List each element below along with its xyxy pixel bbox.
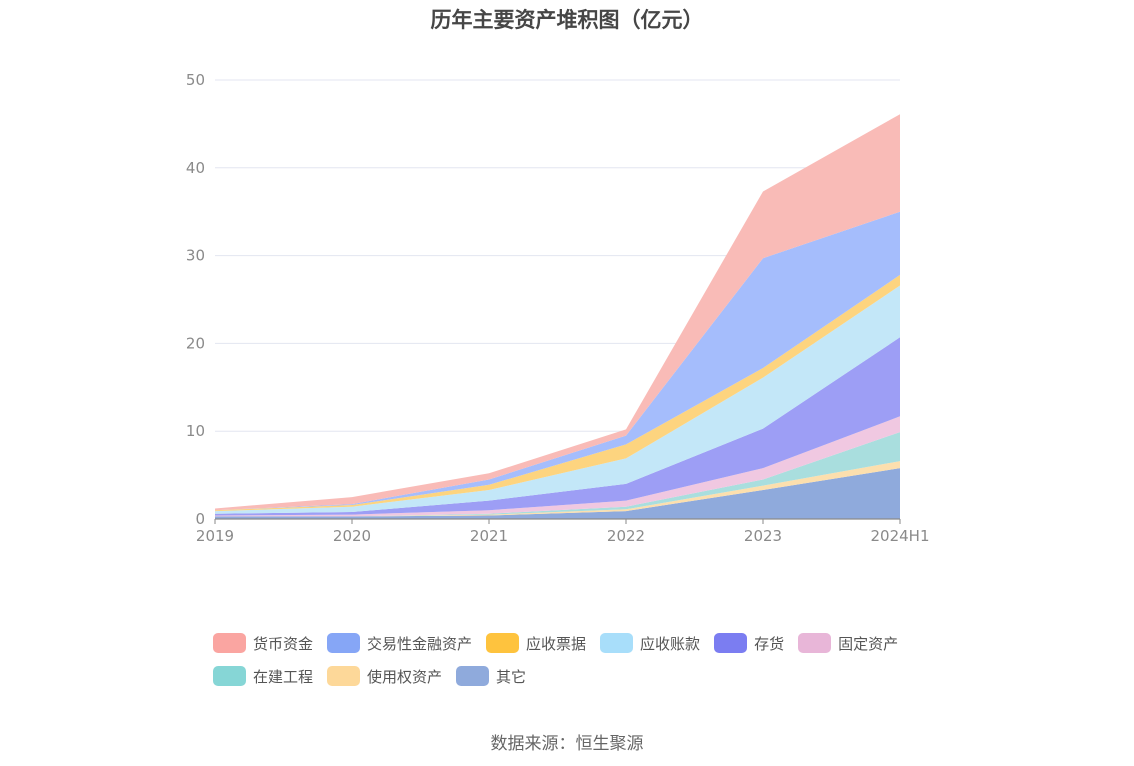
- legend-swatch: [327, 666, 361, 686]
- y-tick-label: 50: [186, 71, 205, 89]
- legend-item[interactable]: 使用权资产: [327, 666, 442, 687]
- legend-swatch: [600, 633, 634, 653]
- x-tick-label: 2024H1: [871, 527, 930, 545]
- x-tick-label: 2023: [744, 527, 782, 545]
- legend-item[interactable]: 货币资金: [213, 633, 313, 654]
- y-tick-label: 0: [195, 510, 205, 528]
- legend-label: 其它: [496, 667, 527, 686]
- legend-label: 在建工程: [253, 667, 314, 686]
- legend-label: 使用权资产: [367, 667, 443, 686]
- data-source: 数据来源：恒生聚源: [490, 734, 644, 754]
- x-tick-label: 2021: [470, 527, 508, 545]
- legend-row: 货币资金 交易性金融资产 应收票据 应收账款 存货 固定资产: [213, 632, 973, 654]
- legend-label: 货币资金: [253, 634, 314, 653]
- area-series: [215, 468, 900, 519]
- legend-label: 应收账款: [640, 634, 701, 653]
- x-tick-label: 2020: [333, 527, 371, 545]
- area-series: [215, 114, 900, 511]
- y-tick-label: 20: [186, 334, 205, 352]
- legend-item[interactable]: 固定资产: [798, 633, 898, 654]
- legend-label: 固定资产: [838, 634, 899, 653]
- legend-swatch: [213, 666, 246, 686]
- chart-title: 历年主要资产堆积图（亿元）: [430, 8, 704, 32]
- legend-item[interactable]: 其它: [456, 666, 526, 687]
- legend-item[interactable]: 交易性金融资产: [327, 633, 472, 654]
- legend-label: 应收票据: [526, 634, 587, 653]
- legend-swatch: [714, 633, 748, 653]
- legend-swatch: [327, 633, 361, 653]
- legend-item[interactable]: 应收账款: [600, 633, 700, 654]
- legend-item[interactable]: 存货: [714, 633, 784, 654]
- y-tick-label: 10: [186, 422, 205, 440]
- legend-label: 存货: [754, 634, 785, 653]
- area-series: [215, 211, 900, 511]
- area-series: [215, 285, 900, 514]
- area-series: [215, 461, 900, 517]
- area-series: [215, 337, 900, 516]
- x-tick-label: 2019: [196, 527, 234, 545]
- y-tick-label: 40: [186, 159, 205, 177]
- legend-item[interactable]: 应收票据: [486, 633, 586, 654]
- legend-label: 交易性金融资产: [367, 634, 473, 653]
- legend-swatch: [798, 633, 832, 653]
- stacked-area-chart: 0 10 20 30 40 50 2019 2020 2021 2022 2023 2024H1: [186, 71, 930, 545]
- chart-legend: 货币资金 交易性金融资产 应收票据 应收账款 存货 固定资产 在建工程 使用权资产 其它: [213, 632, 973, 698]
- legend-swatch: [456, 666, 490, 686]
- y-tick-label: 30: [186, 247, 205, 265]
- legend-row: 在建工程 使用权资产 其它: [213, 665, 973, 687]
- legend-swatch: [213, 633, 246, 653]
- legend-item[interactable]: 在建工程: [213, 666, 313, 687]
- legend-swatch: [486, 633, 520, 653]
- x-tick-label: 2022: [607, 527, 645, 545]
